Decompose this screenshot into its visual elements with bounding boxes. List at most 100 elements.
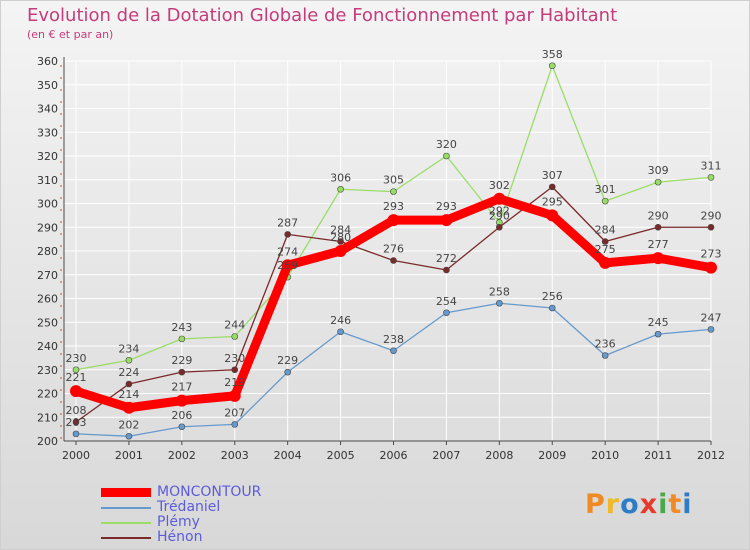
data-label: 269 — [277, 259, 298, 272]
data-point — [548, 62, 556, 70]
legend-swatch — [101, 488, 151, 497]
data-label: 244 — [224, 319, 245, 332]
data-point — [178, 423, 186, 431]
data-point — [337, 238, 344, 245]
data-point — [548, 304, 556, 312]
data-label: 284 — [595, 224, 616, 237]
data-label: 272 — [436, 252, 457, 265]
data-point — [707, 326, 715, 333]
logo-letter: x — [639, 489, 659, 520]
data-label: 202 — [118, 418, 139, 431]
x-tick-label: 2006 — [380, 449, 408, 462]
data-label: 277 — [648, 238, 669, 251]
data-point — [228, 389, 241, 402]
legend-label: Hénon — [157, 529, 203, 545]
data-label: 290 — [648, 209, 669, 222]
data-point — [231, 421, 239, 428]
data-label: 224 — [118, 366, 139, 379]
data-label: 273 — [701, 248, 722, 261]
x-tick-label: 2011 — [644, 449, 672, 462]
data-label: 307 — [542, 169, 563, 182]
x-tick-label: 2008 — [485, 449, 513, 462]
data-label: 208 — [66, 404, 87, 417]
legend-swatch — [101, 537, 151, 539]
data-point — [337, 185, 344, 193]
data-point — [284, 231, 291, 238]
y-tick-label: 330 — [37, 126, 58, 139]
data-point — [601, 352, 609, 359]
y-tick-label: 360 — [37, 55, 58, 68]
y-tick-label: 350 — [37, 79, 58, 92]
data-label: 214 — [118, 388, 139, 401]
data-label: 292 — [489, 205, 510, 218]
y-tick-label: 240 — [37, 340, 58, 353]
data-label: 293 — [436, 200, 457, 213]
x-tick-label: 2007 — [432, 449, 460, 462]
data-point — [125, 356, 133, 364]
data-point — [496, 299, 503, 307]
y-tick-label: 290 — [37, 221, 58, 234]
logo-letter: o — [620, 489, 640, 520]
data-point — [601, 197, 609, 205]
data-point — [281, 259, 294, 272]
y-tick-label: 310 — [37, 174, 58, 187]
chart-subtitle: (en € et par an) — [27, 28, 114, 41]
data-point — [125, 380, 133, 388]
data-point — [178, 335, 186, 343]
data-label: 290 — [701, 209, 722, 222]
logo-letter: i — [658, 489, 669, 520]
data-label: 280 — [330, 231, 351, 244]
legend: MONCONTOUR Trédaniel Plémy Hénon — [101, 485, 321, 545]
y-tick-label: 230 — [37, 364, 58, 377]
x-tick-label: 2000 — [62, 449, 90, 462]
data-point — [72, 366, 80, 374]
data-point — [284, 368, 291, 376]
data-label: 229 — [171, 354, 192, 367]
data-point — [654, 223, 662, 231]
logo-letter: P — [585, 489, 606, 520]
data-point — [72, 430, 80, 438]
legend-label: Trédaniel — [157, 499, 221, 515]
data-label: 221 — [66, 371, 87, 384]
legend-item: MONCONTOUR — [101, 485, 321, 500]
data-point — [601, 238, 609, 245]
x-tick-label: 2009 — [538, 449, 566, 462]
chart-title: Evolution de la Dotation Globale de Fonc… — [27, 5, 618, 26]
data-label: 203 — [66, 416, 87, 429]
axes: 200 210 220 230 240 250 260 270 280 290 300 310 320 3… — [37, 55, 725, 462]
data-label: 230 — [66, 352, 87, 365]
data-label: 206 — [171, 409, 192, 422]
data-point — [122, 401, 135, 414]
data-label: 236 — [595, 338, 616, 351]
y-tick-label: 270 — [37, 269, 58, 282]
x-tick-label: 2004 — [274, 449, 302, 462]
data-label: 229 — [277, 354, 298, 367]
data-label: 287 — [277, 216, 298, 229]
data-label: 254 — [436, 295, 457, 308]
legend-label: Plémy — [157, 514, 200, 530]
y-tick-label: 260 — [37, 293, 58, 306]
data-point — [231, 333, 239, 340]
data-point — [178, 368, 186, 376]
legend-swatch — [101, 522, 151, 524]
data-point — [707, 223, 715, 231]
data-point — [496, 223, 503, 231]
data-label: 311 — [701, 159, 722, 172]
data-point — [387, 214, 400, 227]
data-label: 219 — [224, 376, 245, 389]
y-tick-label: 300 — [37, 198, 58, 211]
data-point — [231, 366, 239, 374]
data-point — [175, 394, 188, 407]
data-label: 217 — [171, 381, 192, 394]
data-point — [72, 418, 80, 426]
data-label: 320 — [436, 138, 457, 151]
y-tick-label: 340 — [37, 103, 58, 116]
y-tick-label: 200 — [37, 435, 58, 448]
data-point — [493, 192, 506, 205]
data-label: 309 — [648, 164, 669, 177]
data-label: 284 — [330, 224, 351, 237]
data-point — [390, 347, 397, 355]
logo-letter: t — [668, 489, 683, 520]
y-tick-label: 220 — [37, 388, 58, 401]
y-tick-label: 320 — [37, 150, 58, 163]
